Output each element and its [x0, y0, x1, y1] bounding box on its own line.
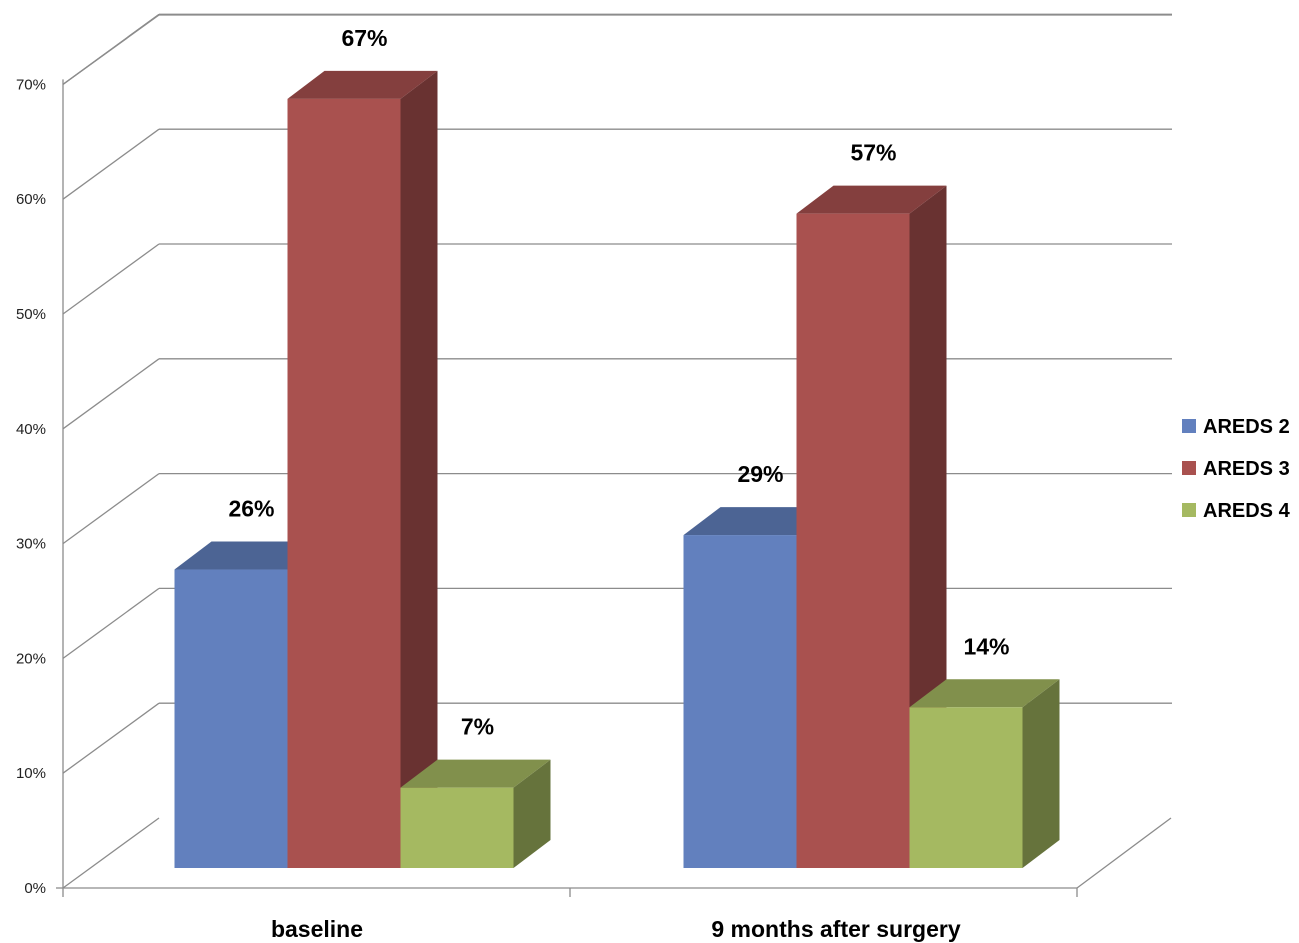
data-label: 7%	[461, 714, 494, 740]
gridline-side	[62, 243, 160, 315]
axes	[56, 79, 1172, 897]
y-tick-label: 20%	[16, 650, 46, 667]
y-tick-label: 30%	[16, 536, 46, 553]
bars	[174, 70, 1060, 869]
legend-swatch	[1182, 461, 1196, 475]
gridline-side	[62, 128, 160, 200]
y-tick-label: 70%	[16, 76, 46, 93]
x-category-label: 9 months after surgery	[711, 916, 960, 942]
gridline-side	[62, 14, 160, 85]
legend-label: AREDS 2	[1203, 416, 1290, 438]
data-labels: 26% 67% 7% 29% 57% 14%	[228, 25, 1009, 740]
gridline-side	[62, 702, 160, 774]
legend-label: AREDS 3	[1203, 458, 1290, 480]
y-tick-label: 60%	[16, 191, 46, 208]
x-category-label: baseline	[271, 916, 363, 942]
legend-swatch	[1182, 419, 1196, 433]
legend: AREDS 2 AREDS 3 AREDS 4	[1182, 416, 1291, 522]
data-label: 67%	[341, 25, 387, 51]
legend-swatch	[1182, 503, 1196, 517]
data-label: 57%	[850, 140, 896, 166]
gridline-side	[62, 358, 160, 430]
bar-areds-4-1	[909, 679, 1060, 868]
y-tick-label: 10%	[16, 765, 46, 782]
gridline-side	[62, 817, 160, 889]
y-tick-labels: 0% 10% 20% 30% 40% 50% 60% 70%	[16, 76, 46, 897]
y-tick-label: 40%	[16, 421, 46, 438]
data-label: 14%	[963, 633, 1009, 659]
gridline-side	[62, 473, 160, 545]
y-tick-label: 0%	[24, 880, 46, 897]
gridline-side	[62, 587, 160, 659]
y-tick-label: 50%	[16, 306, 46, 323]
bar-areds-3-0	[287, 70, 438, 869]
category-labels: baseline 9 months after surgery	[271, 916, 961, 942]
data-label: 29%	[737, 461, 783, 487]
legend-label: AREDS 4	[1203, 500, 1291, 522]
floor-edge	[1076, 817, 1172, 889]
data-label: 26%	[228, 496, 274, 522]
bar-areds-4-0	[400, 759, 551, 868]
